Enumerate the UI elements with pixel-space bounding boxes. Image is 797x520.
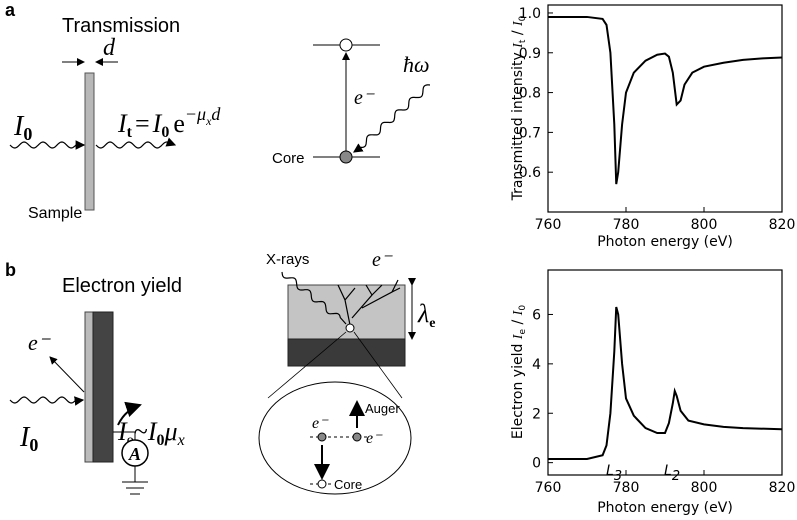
absorber (345, 323, 355, 333)
ammeter-label: A (128, 444, 141, 464)
panel-title: Transmission (62, 15, 180, 37)
electron-final (339, 38, 353, 52)
core: Core (334, 477, 362, 492)
y-tick-label: 4 (532, 357, 541, 373)
x-tick-label: 800 (691, 480, 718, 496)
auger: Auger (365, 401, 400, 416)
arrow (49, 356, 85, 393)
chart: Electron yield Ie / I0 Photon energy (eV… (510, 269, 796, 516)
plot-frame (547, 4, 783, 213)
y-axis-label: Electron yield Ie / I0 (510, 305, 528, 439)
core: Core (272, 150, 305, 167)
x-tick-label: 800 (691, 217, 718, 233)
chart: Transmitted intensity It / I0 Photon ene… (510, 4, 796, 250)
photon (352, 84, 431, 153)
electron: e⁻ (28, 330, 52, 355)
x-tick-label: 820 (769, 217, 796, 233)
substrate (287, 338, 406, 367)
y-tick-label: 0.7 (519, 125, 541, 141)
wire (113, 431, 136, 440)
zoom (353, 331, 403, 399)
xrays: X-rays (266, 251, 309, 268)
x-tick-label: 780 (613, 480, 640, 496)
electron-dot (352, 432, 362, 442)
zoom (267, 331, 347, 399)
electron-core (339, 150, 353, 164)
plot-frame (547, 269, 783, 476)
data-line (548, 15, 783, 185)
y-tick-label: 2 (532, 406, 541, 422)
y-axis-label: Transmitted intensity It / I0 (510, 15, 528, 201)
y-tick-label: 6 (532, 307, 541, 323)
panel-label: a (5, 0, 16, 20)
emitted: e⁻ (372, 249, 393, 271)
y-tick-label: 0.8 (519, 86, 541, 102)
electron-dot (317, 432, 327, 442)
photon (281, 271, 347, 325)
photon (9, 140, 86, 150)
panel-title: Electron yield (62, 275, 182, 297)
annotation: L2 (664, 463, 680, 484)
photon (9, 396, 85, 406)
x-tick-label: 760 (535, 480, 562, 496)
core-electron: e⁻ (312, 415, 329, 432)
sample (92, 311, 114, 463)
photon (95, 137, 177, 149)
sample-label: Sample (28, 205, 82, 222)
y-tick-label: 1.0 (519, 6, 541, 22)
x-axis-label: Photon energy (eV) (597, 234, 733, 250)
y-tick-label: 0 (532, 456, 541, 472)
thickness: d (103, 35, 116, 61)
x-tick-label: 760 (535, 217, 562, 233)
x-tick-label: 820 (769, 480, 796, 496)
y-tick-label: 0.9 (519, 46, 541, 62)
incident: I0 (13, 111, 32, 144)
y-tick-label: 0.6 (519, 165, 541, 181)
x-axis-label: Photon energy (eV) (597, 500, 733, 516)
zoom-view (258, 381, 412, 495)
sample (84, 72, 95, 211)
data-line (548, 306, 783, 460)
layer (287, 284, 406, 340)
core-hole (317, 479, 327, 489)
formula: It = I0 e−μxd (117, 104, 221, 141)
surface (84, 311, 94, 463)
x-tick-label: 780 (613, 217, 640, 233)
cascade (337, 279, 401, 326)
depth: λe (417, 299, 435, 331)
photon: ħω (403, 52, 430, 77)
annotation: L3 (606, 463, 622, 484)
auger-electron: e⁻ (366, 430, 383, 447)
panel-label: b (5, 260, 16, 280)
electron: e⁻ (354, 87, 375, 109)
incident: I0 (19, 422, 38, 455)
arrow (117, 401, 142, 426)
